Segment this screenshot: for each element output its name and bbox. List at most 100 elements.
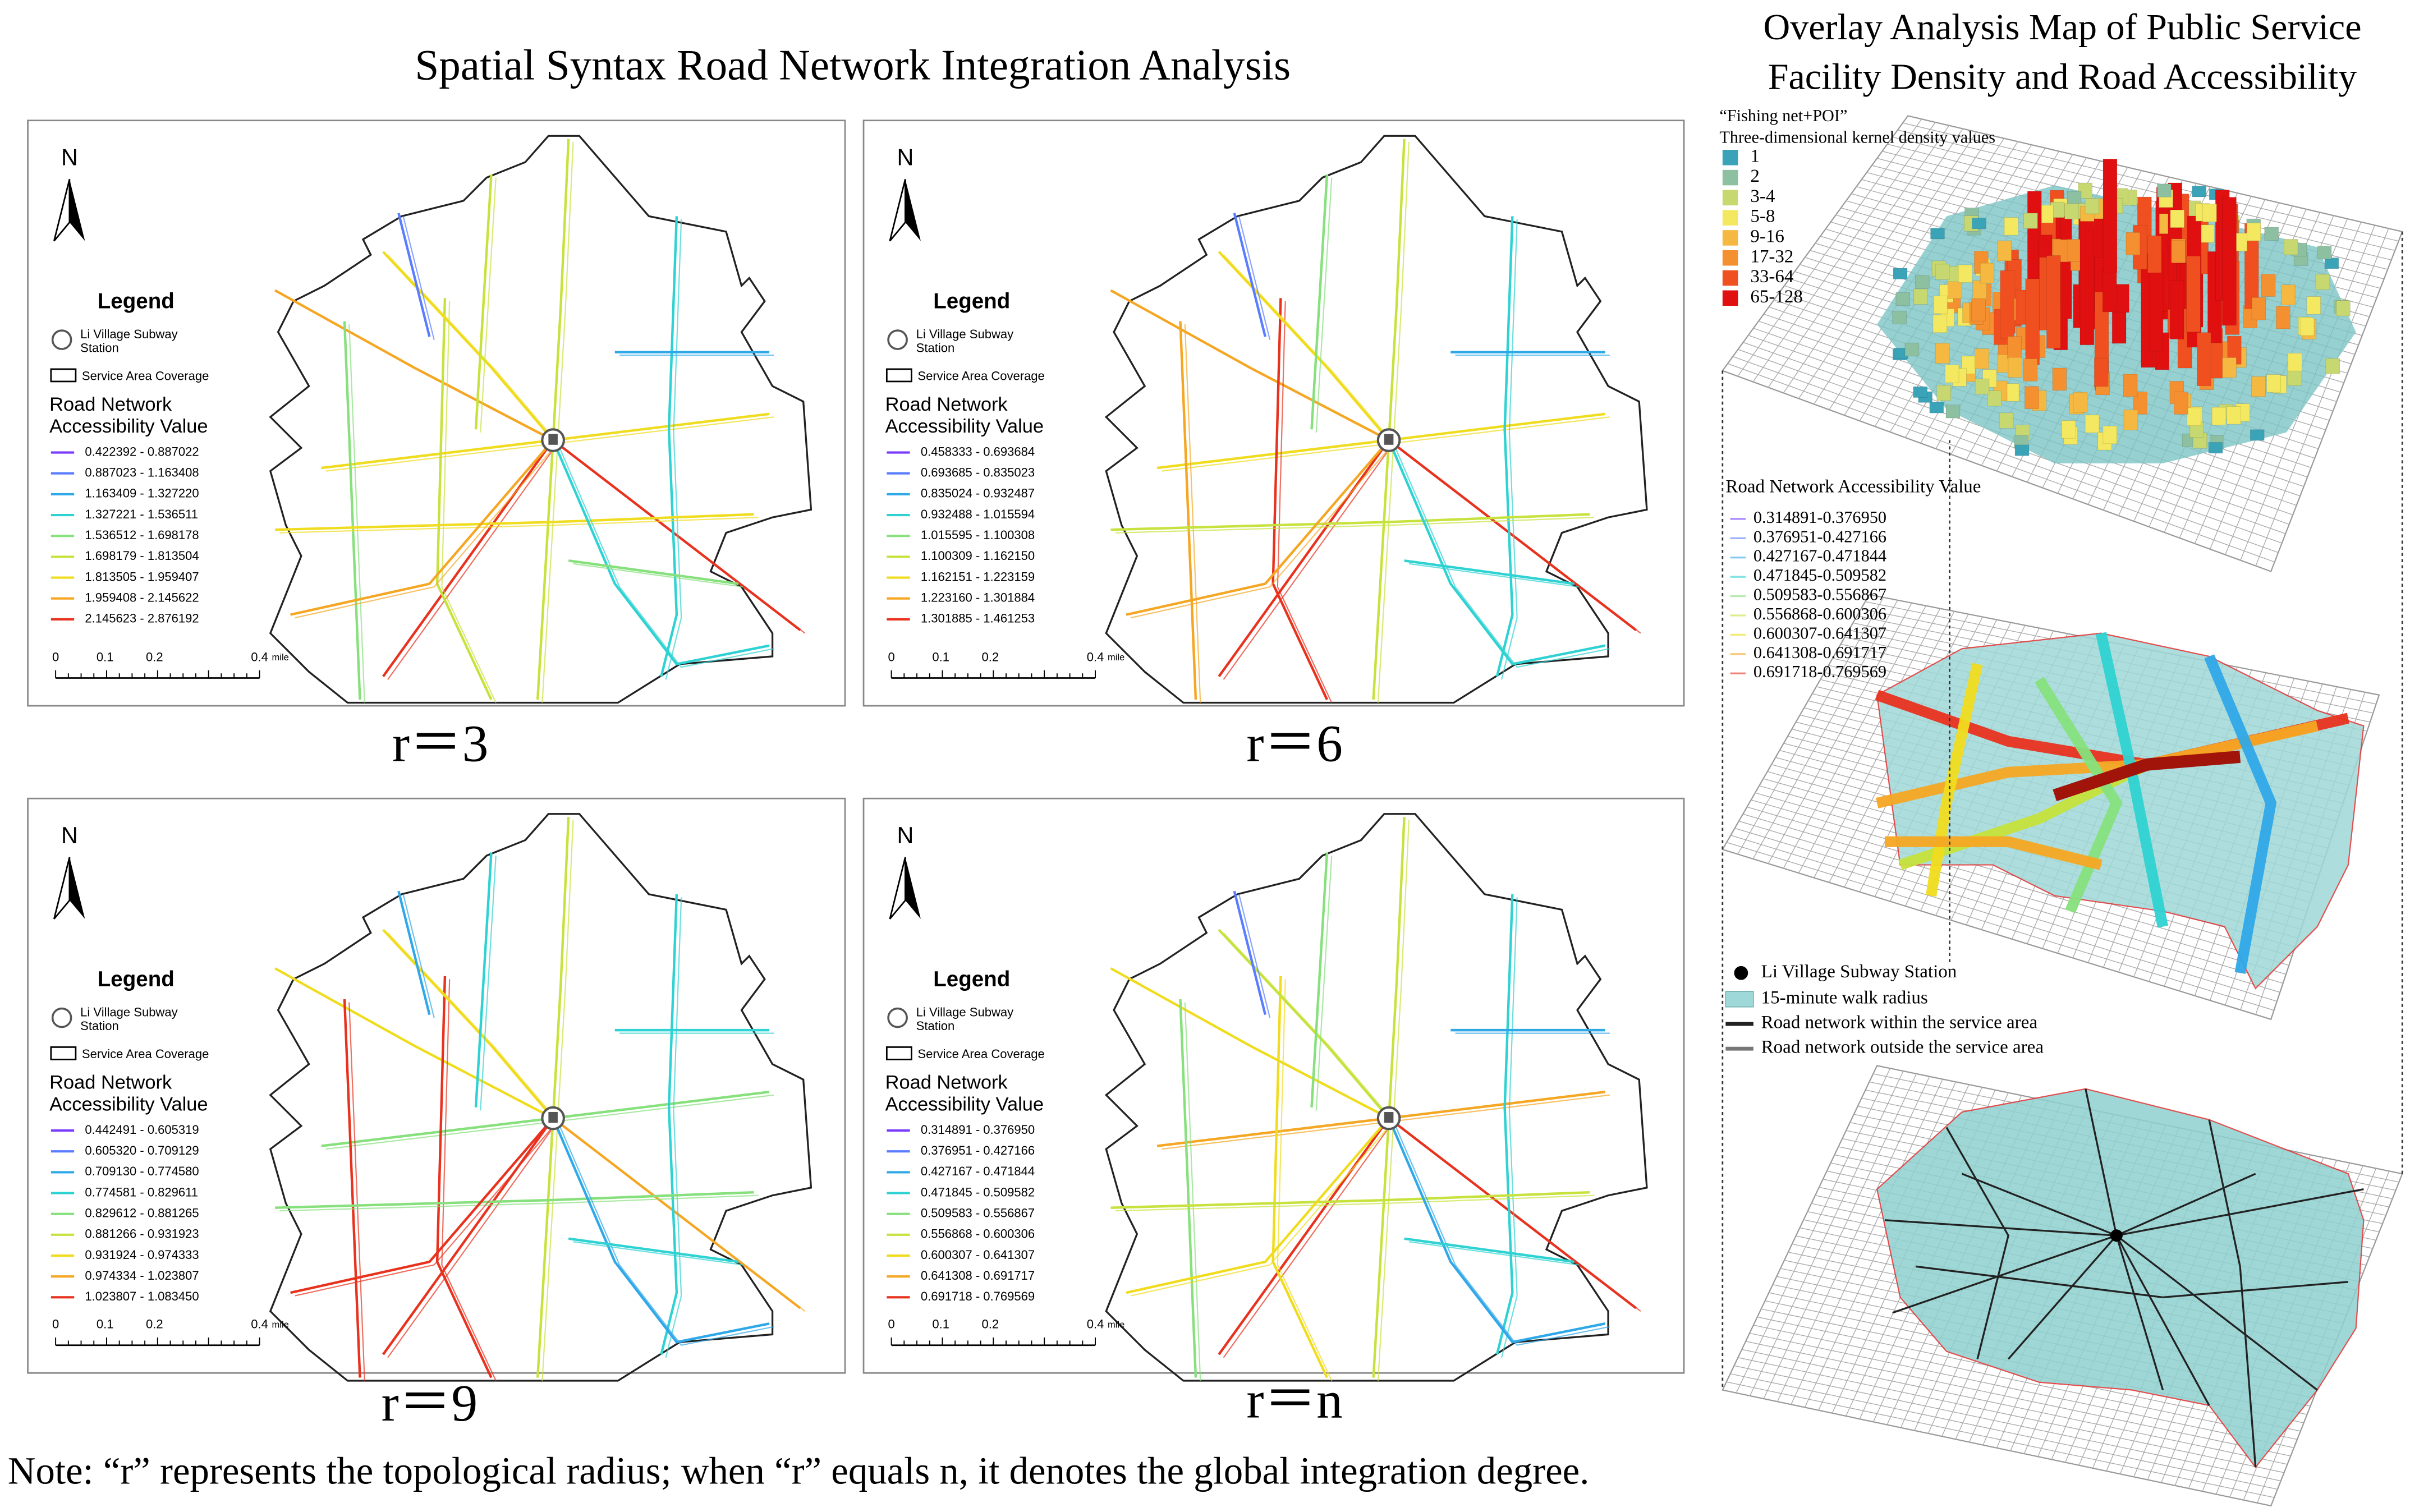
density-bar — [2102, 268, 2117, 312]
road — [1408, 1241, 1579, 1266]
density-class: 17-32 — [1750, 246, 1793, 266]
density-class: 3-4 — [1750, 186, 1775, 206]
legend-range: 1.100309 - 1.162150 — [921, 549, 1035, 563]
legend-coverage-swatch — [50, 368, 77, 383]
legend-title: Legend — [98, 967, 175, 991]
density-class: 2 — [1750, 166, 1760, 186]
density-bar — [2073, 392, 2088, 413]
road — [397, 890, 431, 1015]
legend-station-icon — [51, 329, 72, 350]
panel-frame — [27, 797, 846, 1374]
density-bar — [2276, 306, 2290, 329]
density-bar — [1935, 343, 1950, 364]
road — [275, 513, 754, 531]
scale-unit: mile — [1108, 1320, 1124, 1330]
legend-value-title: Road Network Accessibility Value — [885, 393, 1044, 438]
road — [387, 443, 558, 680]
road — [1223, 1120, 1394, 1358]
legend-station-box: Li Village Subway Station — [916, 327, 1014, 356]
density-bar — [1929, 402, 1944, 413]
road — [1223, 443, 1394, 680]
legend-coverage-swatch — [885, 368, 912, 383]
station-icon-glyph — [548, 1112, 558, 1123]
density-bar — [1895, 292, 1911, 306]
road — [382, 439, 554, 678]
scale-label: 0.1 — [932, 650, 949, 664]
density-bar — [2025, 278, 2040, 365]
legend-coverage: Service Area Coverage — [82, 369, 209, 383]
density-class: 5-8 — [1750, 206, 1775, 227]
legend-station: Li Village Subway Station — [80, 327, 178, 356]
density-bar — [1893, 268, 1908, 279]
accessibility-range: 0.314891-0.376950 — [1753, 508, 1886, 527]
road — [1495, 894, 1514, 1355]
road — [1393, 1120, 1641, 1312]
density-bar — [1958, 264, 1973, 283]
density-bar — [2197, 332, 2211, 387]
legend-station: Li Village Subway Station — [916, 327, 1014, 356]
road — [1218, 1117, 1390, 1355]
legend-title: Legend — [933, 289, 1010, 314]
service-road — [2208, 1119, 2257, 1468]
density-bar — [2325, 358, 2340, 374]
accessibility-range: 0.600307-0.641307 — [1753, 623, 1886, 642]
legend-range: 0.314891 - 0.376950 — [921, 1123, 1035, 1137]
density-bar — [2250, 429, 2265, 441]
road — [480, 177, 497, 433]
road — [279, 293, 558, 444]
road — [573, 563, 743, 588]
north-label: N — [897, 144, 913, 170]
density-bar — [2085, 198, 2100, 214]
accessibility-range: 0.471845-0.509582 — [1753, 566, 1886, 585]
scale-label: 0.1 — [97, 650, 114, 664]
map-panel: N Legend Li Village Subway Station Service … — [862, 120, 1685, 707]
overlay-legend-label: Road network outside the service area — [1761, 1037, 2044, 1058]
road — [290, 1117, 554, 1294]
legend-range: 0.931924 - 0.974333 — [85, 1248, 199, 1262]
accessibility-range: 0.556868-0.600306 — [1753, 604, 1886, 623]
density-bar — [2283, 239, 2298, 255]
road — [1501, 897, 1518, 1358]
road — [1115, 1194, 1595, 1212]
road — [382, 929, 554, 1119]
road — [1377, 142, 1410, 703]
road — [1377, 820, 1410, 1381]
legend-range: 1.023807 - 1.083450 — [85, 1289, 199, 1303]
scale-label: 0.4 — [1087, 1317, 1104, 1331]
road — [1218, 251, 1390, 441]
legend-value-title: Road Network Accessibility Value — [49, 393, 208, 438]
grid-plane — [1722, 115, 2403, 572]
scale-label: 0 — [52, 650, 59, 664]
road — [1184, 1002, 1201, 1381]
density-bar — [2004, 383, 2019, 402]
station-dot — [2110, 1229, 2123, 1242]
accessibility-range: 0.691718-0.769569 — [1753, 662, 1886, 681]
note: Note: “r” represents the topological rad… — [8, 1450, 1590, 1492]
scale-label: 0.1 — [97, 1317, 114, 1331]
road — [660, 216, 678, 677]
legend-station-icon — [887, 329, 908, 350]
density-swatch — [1722, 169, 1738, 186]
service-area-boundary — [269, 813, 812, 1382]
density-bar — [2025, 386, 2039, 410]
density-bar — [2061, 420, 2076, 439]
density-bar — [2171, 240, 2186, 264]
road — [343, 999, 361, 1378]
road — [552, 1118, 770, 1344]
road — [1277, 979, 1333, 1381]
density-bar — [2317, 246, 2332, 260]
road — [1179, 321, 1197, 700]
density-bar — [2052, 367, 2067, 391]
road — [1233, 890, 1267, 1015]
scale-label: 0.4 — [251, 650, 268, 664]
legend-coverage-swatch — [885, 1046, 912, 1060]
legend-range: 1.301885 - 1.461253 — [921, 612, 1035, 626]
density-bar — [2126, 232, 2141, 255]
density-bar — [2066, 239, 2081, 262]
service-area-boundary — [1104, 813, 1648, 1382]
road — [568, 559, 739, 585]
road — [1115, 293, 1394, 444]
scale-label: 0.4 — [251, 1317, 268, 1331]
density-bar — [1933, 295, 1948, 314]
road — [295, 443, 558, 619]
